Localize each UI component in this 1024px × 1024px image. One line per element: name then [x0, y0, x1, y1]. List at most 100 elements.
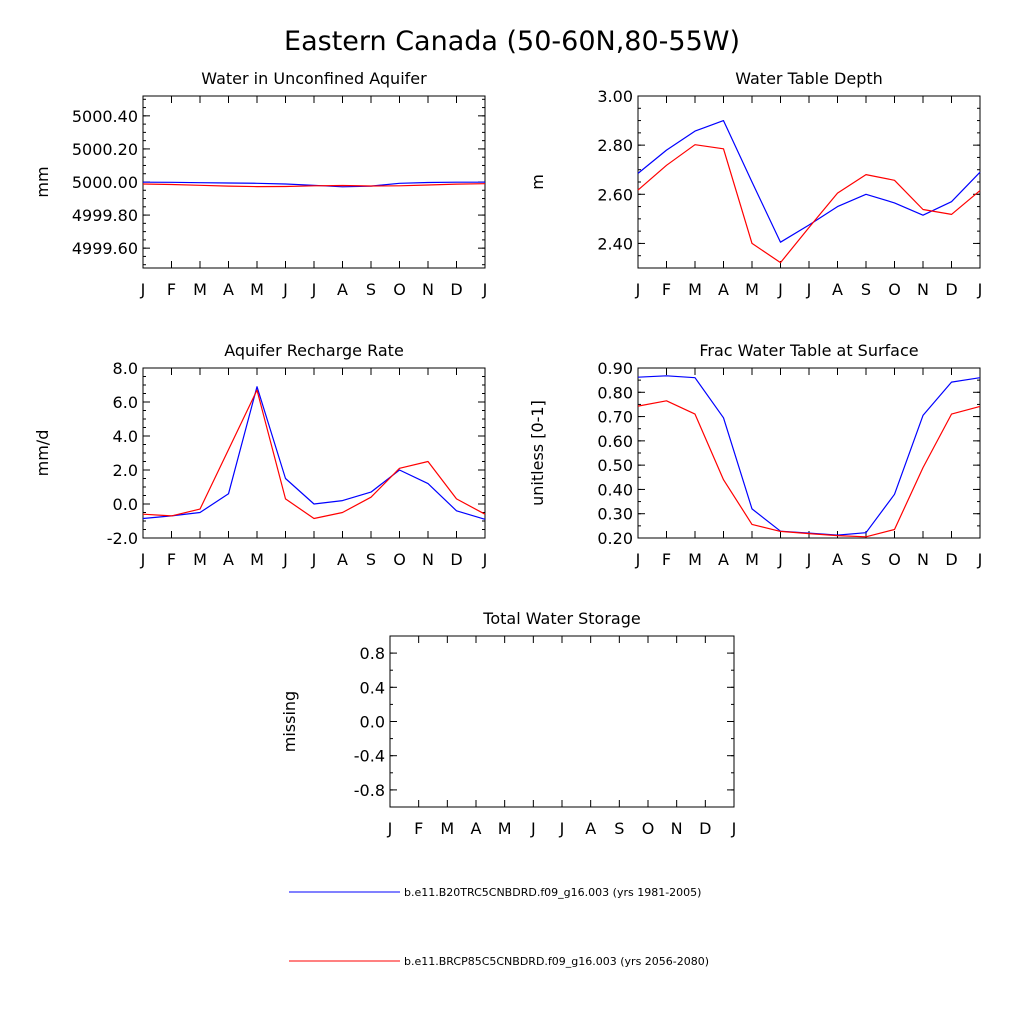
x-tick-label: N — [422, 280, 434, 299]
x-tick-label: M — [250, 280, 264, 299]
x-tick-label: N — [917, 280, 929, 299]
x-tick-label: D — [945, 280, 957, 299]
x-tick-label: M — [440, 819, 454, 838]
x-tick-label: J — [311, 280, 317, 299]
x-tick-label: S — [366, 280, 376, 299]
x-tick-label: J — [282, 550, 288, 569]
y-tick-label: 0.60 — [597, 432, 633, 451]
y-axis-label: mm/d — [33, 430, 52, 477]
x-tick-label: A — [337, 280, 348, 299]
x-tick-label: O — [642, 819, 655, 838]
x-tick-label: A — [471, 819, 482, 838]
y-tick-label: 0.30 — [597, 505, 633, 524]
y-axis-label: missing — [280, 691, 299, 752]
x-tick-label: J — [140, 280, 146, 299]
x-tick-label: F — [662, 280, 671, 299]
x-tick-label: D — [699, 819, 711, 838]
panel-title: Total Water Storage — [482, 609, 640, 628]
y-tick-label: 2.80 — [597, 136, 633, 155]
y-tick-label: 0.4 — [360, 678, 385, 697]
x-tick-label: M — [745, 550, 759, 569]
x-tick-label: O — [393, 550, 406, 569]
x-tick-label: F — [662, 550, 671, 569]
x-tick-label: N — [917, 550, 929, 569]
x-tick-label: A — [585, 819, 596, 838]
y-tick-label: 0.20 — [597, 529, 633, 548]
x-tick-label: A — [223, 550, 234, 569]
x-tick-label: J — [806, 550, 812, 569]
plot-frame — [389, 635, 735, 808]
x-tick-label: F — [167, 280, 176, 299]
x-tick-label: N — [422, 550, 434, 569]
plot-frame — [142, 367, 486, 539]
y-tick-label: -0.8 — [354, 781, 385, 800]
series-line-red — [637, 144, 981, 264]
legend-label-blue: b.e11.B20TRC5CNBDRD.f09_g16.003 (yrs 198… — [404, 886, 701, 899]
x-tick-label: M — [193, 550, 207, 569]
y-tick-label: 5000.20 — [72, 140, 138, 159]
x-tick-label: J — [777, 280, 783, 299]
series-line-blue — [142, 386, 486, 520]
x-tick-label: D — [450, 280, 462, 299]
y-tick-label: 2.0 — [113, 461, 138, 480]
y-tick-label: 8.0 — [113, 359, 138, 378]
x-tick-label: F — [414, 819, 423, 838]
x-tick-label: J — [977, 280, 983, 299]
y-tick-label: 0.0 — [113, 495, 138, 514]
y-tick-label: 3.00 — [597, 87, 633, 106]
y-tick-label: 4999.80 — [72, 206, 138, 225]
main-title: Eastern Canada (50-60N,80-55W) — [284, 26, 740, 57]
series-line-blue — [637, 119, 981, 243]
y-tick-label: 0.8 — [360, 644, 385, 663]
x-tick-label: M — [193, 280, 207, 299]
x-tick-label: O — [393, 280, 406, 299]
plot-frame — [637, 95, 981, 269]
y-tick-label: -2.0 — [107, 529, 138, 548]
y-tick-label: 4999.60 — [72, 239, 138, 258]
x-tick-label: J — [635, 280, 641, 299]
y-tick-label: 2.40 — [597, 234, 633, 253]
x-tick-label: A — [832, 280, 843, 299]
series-line-red — [142, 183, 486, 188]
y-axis-label: mm — [33, 166, 52, 197]
y-tick-label: 0.80 — [597, 383, 633, 402]
panel-title: Frac Water Table at Surface — [699, 341, 918, 360]
panel-title: Aquifer Recharge Rate — [224, 341, 404, 360]
y-axis-label: unitless [0-1] — [528, 400, 547, 506]
legend-label-red: b.e11.BRCP85C5CNBDRD.f09_g16.003 (yrs 20… — [404, 955, 709, 968]
y-tick-label: -0.4 — [354, 747, 385, 766]
y-axis-label: m — [528, 174, 547, 190]
x-tick-label: J — [311, 550, 317, 569]
x-tick-label: S — [861, 550, 871, 569]
x-tick-label: S — [366, 550, 376, 569]
panel-title: Water Table Depth — [735, 69, 883, 88]
x-tick-label: M — [250, 550, 264, 569]
x-tick-label: J — [635, 550, 641, 569]
x-tick-label: S — [861, 280, 871, 299]
x-tick-label: J — [482, 280, 488, 299]
x-tick-label: M — [498, 819, 512, 838]
panel-frac-water-table-at-surface: Frac Water Table at Surface unitless [0-1… — [528, 341, 982, 569]
y-tick-label: 2.60 — [597, 185, 633, 204]
x-tick-label: J — [731, 819, 737, 838]
y-tick-label: 4.0 — [113, 427, 138, 446]
y-tick-label: 6.0 — [113, 393, 138, 412]
series-line-red — [637, 400, 981, 538]
series-line-blue — [637, 375, 981, 536]
y-tick-label: 5000.40 — [72, 107, 138, 126]
x-tick-label: M — [688, 280, 702, 299]
x-tick-label: S — [614, 819, 624, 838]
x-tick-label: A — [223, 280, 234, 299]
plot-frame — [637, 367, 981, 539]
x-tick-label: J — [977, 550, 983, 569]
x-tick-label: A — [337, 550, 348, 569]
legend: b.e11.B20TRC5CNBDRD.f09_g16.003 (yrs 198… — [289, 886, 709, 968]
x-tick-label: J — [482, 550, 488, 569]
y-tick-label: 0.70 — [597, 408, 633, 427]
x-tick-label: O — [888, 550, 901, 569]
y-tick-label: 0.0 — [360, 713, 385, 732]
x-tick-label: J — [806, 280, 812, 299]
